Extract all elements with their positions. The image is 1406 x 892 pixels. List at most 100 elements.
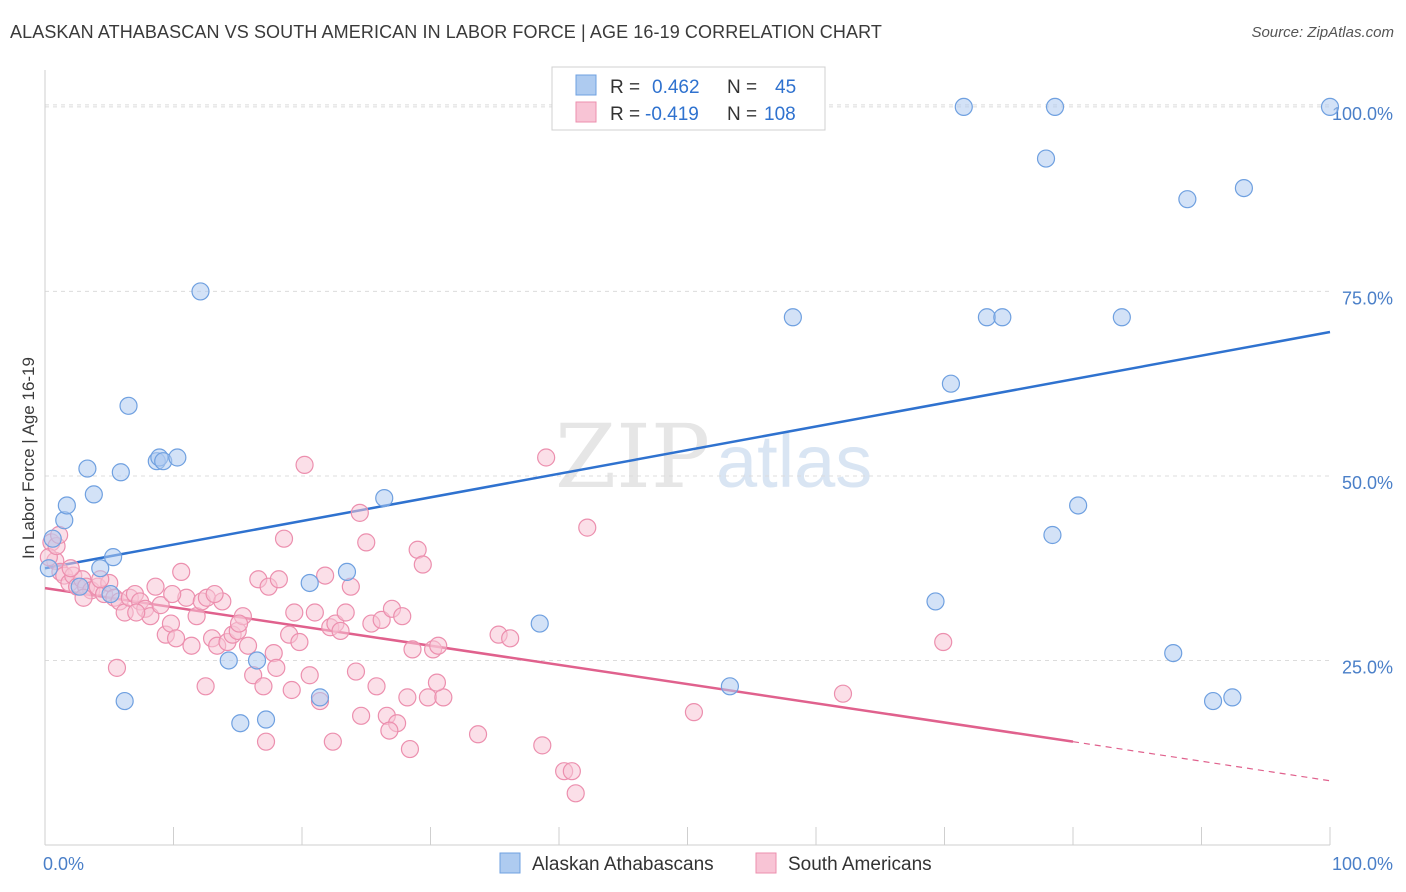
south-american-point <box>264 643 283 663</box>
south-american-point <box>372 610 391 629</box>
athabascan-point <box>1178 190 1197 209</box>
watermark-atlas: atlas <box>716 420 872 503</box>
south-american-point <box>295 455 314 474</box>
south-american-point <box>285 603 304 622</box>
south-american-point <box>316 566 335 585</box>
south-american-point <box>400 739 420 759</box>
south-american-point <box>282 680 301 700</box>
south-american-point <box>537 448 556 467</box>
athabascan-point <box>39 559 58 578</box>
athabascan-point <box>926 592 945 611</box>
south-american-point <box>380 721 399 740</box>
legend-n-label-south-american: N = <box>727 104 757 125</box>
south-american-point <box>61 559 80 578</box>
y-tick-label: 75.0% <box>1342 288 1393 308</box>
south-american-point <box>578 518 597 537</box>
south-american-point <box>566 784 585 803</box>
legend-r-label-athabascan: R = <box>610 77 640 98</box>
athabascan-point <box>84 485 103 504</box>
athabascan-point <box>1112 308 1131 327</box>
legend-r-label-south-american: R = <box>610 104 640 125</box>
axes: 0.0% 100.0% <box>43 70 1393 874</box>
y-tick-label: 25.0% <box>1342 657 1393 677</box>
athabascan-point <box>941 374 961 393</box>
athabascan-trend-line <box>44 330 1331 570</box>
south-american-point <box>274 529 294 548</box>
legend-swatch-south-american <box>575 101 597 123</box>
south-american-point <box>934 632 953 652</box>
athabascan-point <box>78 459 97 478</box>
legend-n-value-south-american: 108 <box>764 104 796 125</box>
legend-n-label-athabascan: N = <box>727 77 757 98</box>
south-american-point <box>182 636 201 655</box>
series-legend: Alaskan Athabascans South Americans <box>499 852 932 875</box>
data-points <box>39 97 1340 803</box>
athabascan-point <box>977 308 997 327</box>
athabascan-point <box>111 463 130 482</box>
south-american-point <box>367 677 386 696</box>
athabascan-point <box>1069 496 1088 515</box>
series-legend-swatch-athabascan <box>499 852 521 874</box>
legend-n-value-athabascan: 45 <box>775 77 796 98</box>
athabascan-point <box>1036 149 1056 168</box>
south-american-point <box>350 503 369 522</box>
athabascan-point <box>256 710 276 729</box>
south-american-trend-line <box>44 586 1074 743</box>
y-tick-label: 100.0% <box>1332 104 1393 124</box>
athabascan-point <box>104 548 123 567</box>
athabascan-point <box>101 584 120 604</box>
south-american-point <box>300 666 319 685</box>
south-american-point <box>357 533 376 552</box>
athabascan-point <box>247 651 267 670</box>
legend-swatch-athabascan <box>575 74 597 96</box>
athabascan-point <box>1320 97 1340 117</box>
south-american-point <box>562 762 581 781</box>
chart-source: Source: ZipAtlas.com <box>1251 24 1394 41</box>
series-legend-label-south-american: South Americans <box>788 854 932 875</box>
y-tick-label: 50.0% <box>1342 473 1393 493</box>
trend-lines <box>44 330 1331 782</box>
legend-r-value-athabascan: 0.462 <box>652 77 700 98</box>
athabascan-point <box>375 488 394 508</box>
athabascan-point <box>1043 525 1062 545</box>
south-american-point <box>331 621 350 641</box>
south-american-point <box>403 640 422 659</box>
athabascan-point <box>119 396 138 415</box>
athabascan-point <box>70 577 89 596</box>
athabascan-point <box>1234 178 1254 198</box>
south-american-point <box>468 725 488 744</box>
athabascan-point <box>91 559 110 578</box>
athabascan-point <box>1164 643 1183 663</box>
athabascan-point <box>57 496 76 515</box>
athabascan-point <box>1203 691 1223 711</box>
south-american-point <box>393 607 412 626</box>
x-tick-label: 0.0% <box>43 854 84 874</box>
south-american-point <box>429 636 448 655</box>
south-american-point <box>833 684 853 703</box>
south-american-trend-extension <box>1072 741 1331 782</box>
south-american-point <box>352 706 371 725</box>
athabascan-point <box>300 573 319 593</box>
south-american-point <box>305 603 324 622</box>
south-american-point <box>346 662 366 681</box>
athabascan-point <box>219 651 238 670</box>
legend-r-value-south-american: -0.419 <box>645 104 699 125</box>
south-american-point <box>166 629 186 648</box>
south-american-point <box>163 584 182 604</box>
south-american-point <box>127 603 146 622</box>
south-american-point <box>196 677 215 696</box>
athabascan-point <box>231 714 250 733</box>
athabascan-point <box>954 97 973 117</box>
south-american-point <box>533 736 552 755</box>
south-american-point <box>256 732 276 751</box>
stats-legend: R = 0.462 N = 45 R = -0.419 N = 108 <box>551 66 826 131</box>
series-legend-label-athabascan: Alaskan Athabascans <box>532 854 714 875</box>
chart-title: ALASKAN ATHABASCAN VS SOUTH AMERICAN IN … <box>10 22 882 42</box>
athabascan-point <box>720 677 740 696</box>
athabascan-point <box>993 308 1012 327</box>
south-american-point <box>269 570 288 589</box>
south-american-point <box>336 603 355 622</box>
south-american-point <box>146 577 165 596</box>
athabascan-point <box>115 691 134 711</box>
